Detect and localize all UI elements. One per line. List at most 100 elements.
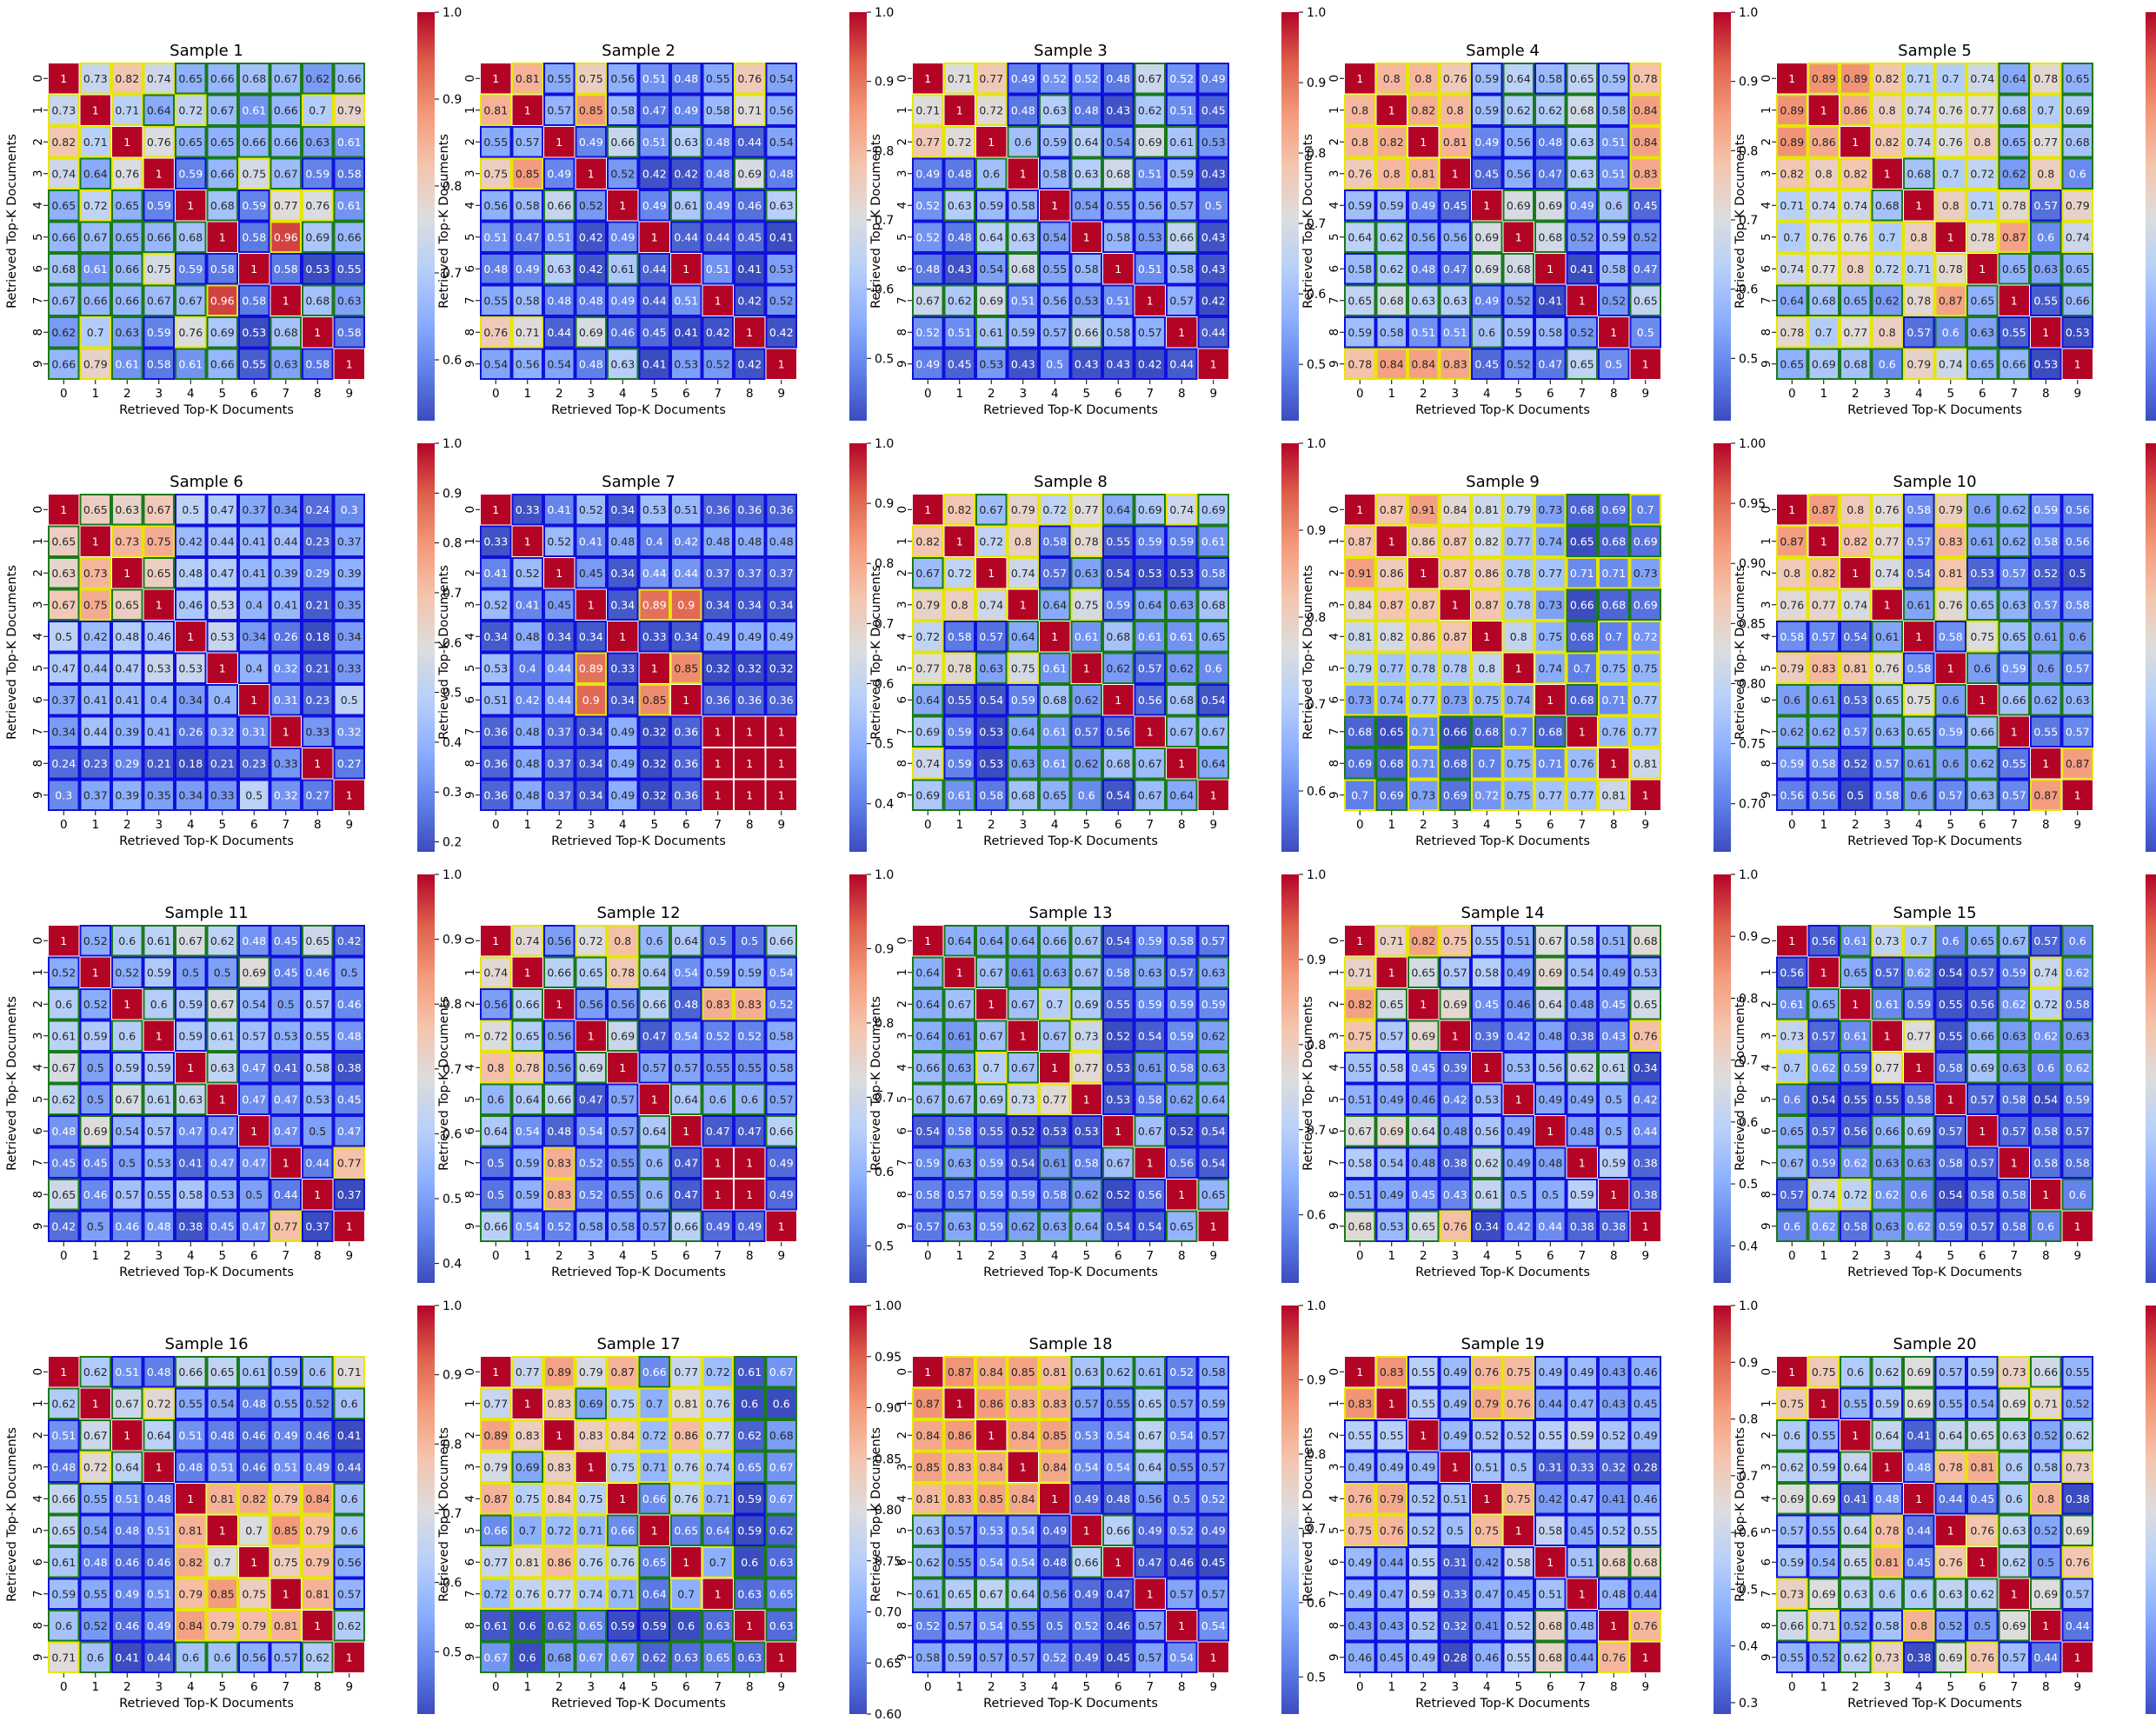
x-tick-label: 6 [682,1680,690,1694]
cell-value-label: 0.51 [1570,1556,1594,1569]
x-tick-label: 1 [91,818,99,832]
cell-value-label: 0.72 [1875,262,1900,276]
y-tick-label: 5 [31,1526,45,1534]
cell-value-label: 0.61 [948,788,972,801]
cell-value-label: 0.59 [516,1156,540,1169]
cell-value-label: 0.81 [1601,788,1626,801]
cell-value-label: 0.44 [1380,1556,1404,1569]
cell-value-label: 0.62 [2066,1429,2090,1442]
cell-value-label: 0.76 [579,1556,603,1569]
x-tick-label: 5 [218,818,226,832]
x-tick-label: 5 [1082,1249,1090,1263]
cell-value-label: 0.86 [1812,136,1836,149]
cell-value-label: 0.47 [1634,262,1658,276]
cell-value-label: 0.55 [2002,757,2026,770]
cell-value-label: 0.77 [1075,503,1099,516]
cell-value-label: 0.54 [1939,966,1963,979]
x-tick-label: 7 [1146,1680,1154,1694]
cell-value-label: 0.47 [115,661,139,674]
heatmap-cell [607,63,639,95]
cell-value-label: 0.68 [1843,357,1867,370]
heatmap-cell [207,222,237,252]
cell-value-label: 1 [588,1460,595,1473]
cell-value-label: 0.83 [1634,167,1658,180]
cell-value-label: 0.82 [1380,630,1404,643]
cell-value-label: 0.65 [1348,294,1372,307]
cell-value-label: 0.56 [1443,230,1467,243]
cell-value-label: 0.64 [1138,1460,1162,1473]
cell-value-label: 0.58 [769,1061,794,1074]
x-tick-label: 6 [1979,1680,1986,1694]
x-tick-label: 9 [1641,818,1649,832]
heatmap-cell [511,157,543,189]
cell-value-label: 0.5 [87,1219,104,1233]
cell-value-label: 0.36 [769,694,794,707]
cell-value-label: 0.58 [1169,262,1194,276]
cell-value-label: 0.76 [1570,757,1594,770]
cell-value-label: 0.73 [1443,694,1467,707]
y-axis-label: Retrieved Top-K Documents [437,134,451,309]
cell-value-label: 0.56 [483,998,508,1011]
cell-value-label: 0.65 [1970,934,1994,947]
colorbar-tick-label: 0.95 [875,1351,902,1365]
y-axis-label: Retrieved Top-K Documents [869,134,883,309]
cell-value-label: 1 [715,294,722,307]
cell-value-label: 0.46 [1474,1651,1499,1664]
cell-value-label: 0.64 [1075,136,1099,149]
cell-value-label: 0.67 [2002,934,2026,947]
cell-value-label: 0.48 [948,167,972,180]
y-tick-label: 7 [895,1159,909,1166]
cell-value-label: 0.58 [2033,1156,2058,1169]
y-tick-label: 9 [1760,791,1773,799]
cell-value-label: 1 [314,1188,321,1201]
x-tick-label: 2 [988,818,995,832]
cell-value-label: 0.33 [337,661,362,674]
colorbar-tick-label: 0.6 [443,354,462,368]
heatmap-cell [111,63,143,95]
cell-value-label: 0.42 [178,535,203,548]
y-tick-label: 5 [31,1095,45,1103]
cell-value-label: 0.49 [1538,1366,1562,1379]
heatmap-cell [111,221,143,253]
heatmap-cell [333,316,365,349]
cell-value-label: 1 [1915,1492,1922,1505]
cell-value-label: 1 [619,1061,626,1074]
cell-value-label: 0.79 [1906,357,1931,370]
heatmap-cell [143,63,175,95]
heatmap-cell [48,316,80,349]
cell-value-label: 0.41 [1474,1619,1499,1632]
cell-value-label: 0.81 [1939,567,1963,580]
cell-value-label: 0.45 [547,598,571,611]
cell-value-label: 0.57 [1075,725,1099,738]
cell-value-label: 0.66 [483,1524,508,1537]
cell-value-label: 0.89 [1843,72,1867,85]
cell-value-label: 0.58 [2033,1460,2058,1473]
cell-value-label: 0.64 [1411,1125,1435,1138]
cell-value-label: 0.77 [1538,567,1562,580]
cell-value-label: 0.55 [1939,1397,1963,1410]
cell-value-label: 0.46 [1634,1492,1658,1505]
cell-value-label: 0.57 [948,1524,972,1537]
cell-value-label: 0.59 [1939,725,1963,738]
cell-value-label: 0.86 [1474,567,1499,580]
cell-value-label: 0.52 [1601,1524,1626,1537]
cell-value-label: 0.67 [483,1651,508,1664]
cell-value-label: 0.72 [979,535,1003,548]
y-tick-label: 5 [31,664,45,672]
cell-value-label: 0.47 [579,1093,603,1106]
cell-value-label: 0.8 [1815,167,1833,180]
cell-value-label: 1 [1115,694,1121,707]
cell-value-label: 0.57 [2002,567,2026,580]
cell-value-label: 0.48 [516,788,540,801]
cell-value-label: 0.52 [706,357,730,370]
heatmap-panel: Sample 171 0.77 0.89 0.79 0.87 0.66 0.77 0.72 0.… [437,1299,902,1721]
cell-value-label: 0.6 [2037,661,2054,674]
cell-value-label: 1 [1483,1492,1490,1505]
cell-value-label: 0.53 [305,1093,329,1106]
cell-value-label: 0.53 [147,1156,171,1169]
cell-value-label: 0.49 [706,1219,730,1233]
cell-value-label: 0.59 [1169,167,1194,180]
cell-value-label: 0.66 [2033,1366,2058,1379]
cell-value-label: 0.58 [1380,1061,1404,1074]
cell-value-label: 0.54 [1169,1429,1194,1442]
